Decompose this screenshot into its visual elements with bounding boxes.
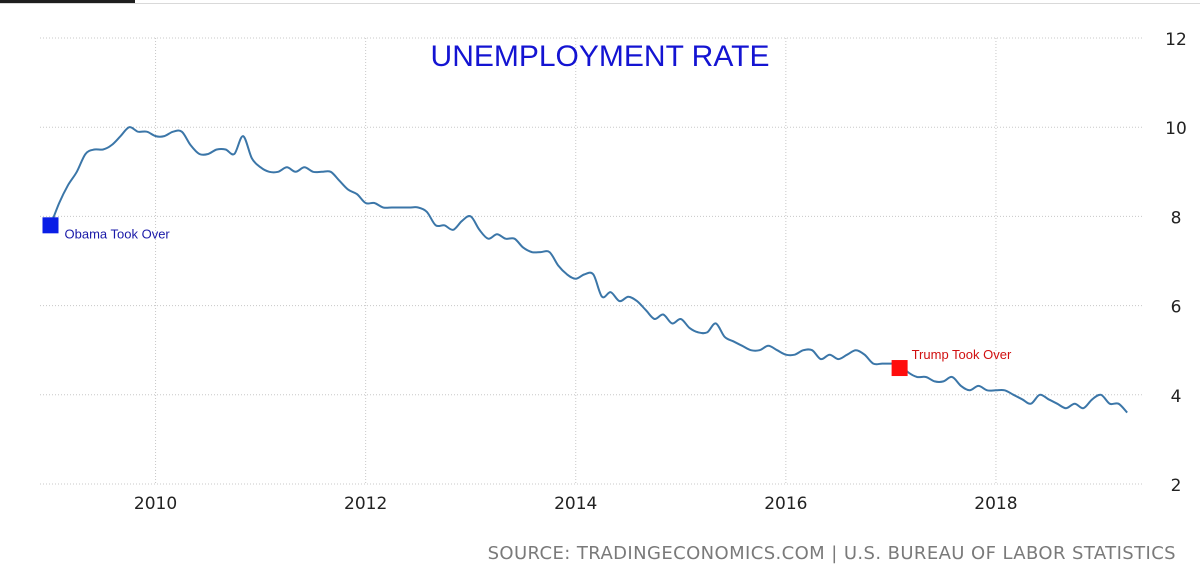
annotation-label: Obama Took Over (65, 226, 171, 241)
y-tick-label: 12 (1165, 30, 1187, 50)
chart-title: UNEMPLOYMENT RATE (431, 40, 770, 73)
series-line (49, 126, 1128, 414)
y-tick-label: 4 (1171, 387, 1182, 407)
top-border (0, 0, 1200, 4)
top-divider (0, 3, 1200, 4)
source-caption: SOURCE: TRADINGECONOMICS.COM | U.S. BURE… (487, 543, 1176, 564)
annotation-marker (42, 217, 59, 234)
x-axis-tick-labels: 2010 2012 2014 2016 2018 (134, 494, 1018, 514)
x-tick-label: 2016 (764, 494, 807, 514)
chart-grid (40, 37, 1143, 485)
annotation-marker (891, 360, 908, 377)
y-tick-label: 10 (1165, 119, 1187, 139)
top-accent-bar (0, 0, 135, 4)
x-tick-label: 2010 (134, 494, 177, 514)
annotation-label: Trump Took Over (912, 347, 1012, 362)
y-axis-tick-labels: 2 4 6 8 10 12 (1165, 30, 1187, 496)
x-tick-label: 2018 (974, 494, 1017, 514)
chart-annotations: Obama Took Over Trump Took Over (42, 217, 1012, 377)
x-tick-label: 2012 (344, 494, 387, 514)
chart-series (49, 126, 1128, 414)
y-tick-label: 6 (1171, 298, 1182, 318)
y-tick-label: 8 (1171, 208, 1182, 228)
y-tick-label: 2 (1171, 476, 1182, 496)
x-tick-label: 2014 (554, 494, 597, 514)
